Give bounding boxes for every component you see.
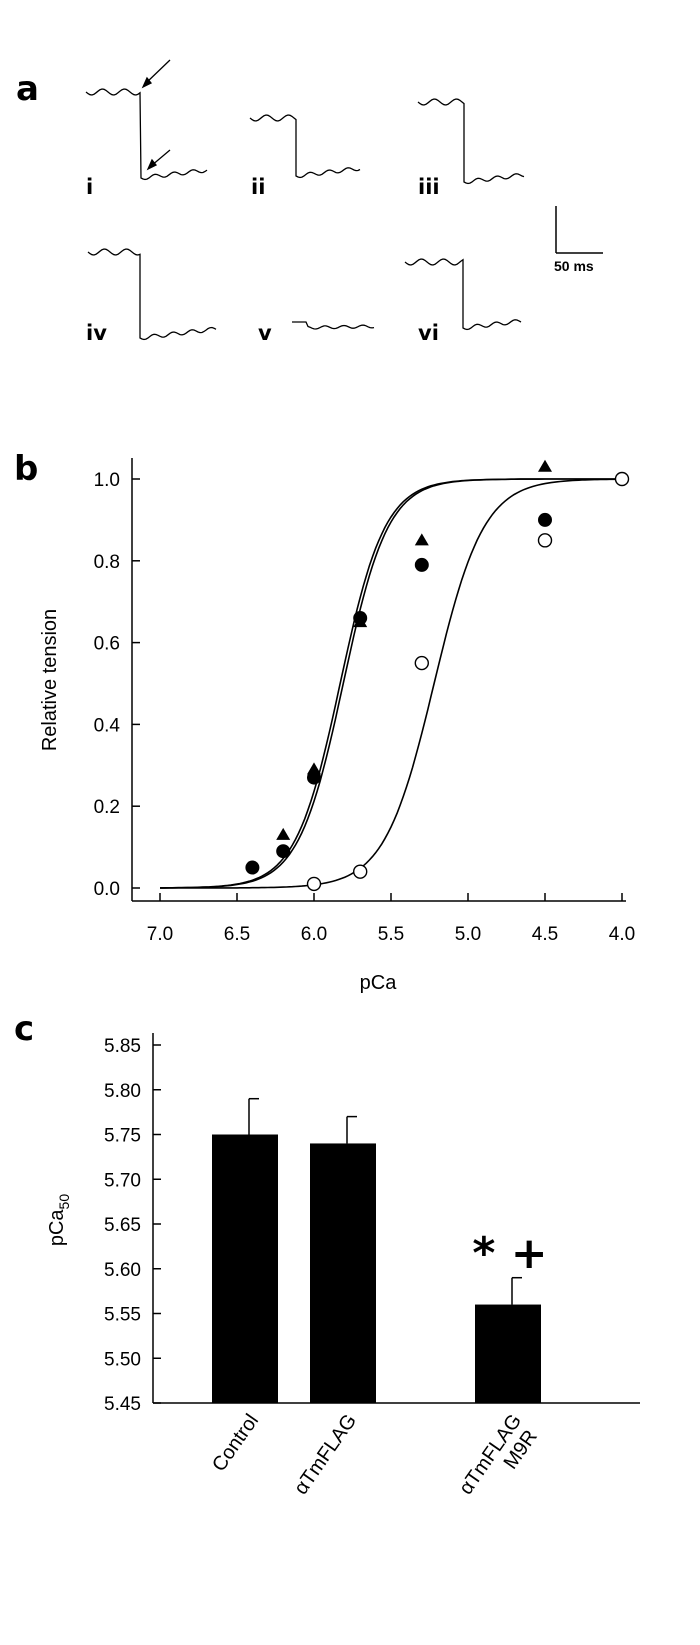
x-tick-label: 4.0 [609, 924, 635, 945]
force-trace [292, 321, 375, 330]
plot-c-bars [212, 1097, 541, 1403]
trace-label-i: i [86, 175, 93, 199]
point-open-circle [414, 655, 429, 671]
force-trace [85, 88, 208, 181]
plot-b-points [245, 459, 630, 892]
trace-label-v: v [258, 321, 272, 345]
plot-c-category-labels: Control αTmFLAG αTmFLAGM9R [208, 1410, 544, 1511]
plot-c-ticks: 5.45 5.50 5.55 5.60 5.65 5.70 5.75 5.80 5.85 [104, 1036, 161, 1415]
y-tick-label: 5.55 [104, 1305, 141, 1326]
force-trace [249, 114, 361, 179]
y-tick-label: 0.4 [94, 715, 121, 736]
y-tick-label: 5.70 [104, 1170, 141, 1191]
force-trace [87, 248, 217, 341]
plot-b-ticks: 0.0 0.2 0.4 0.6 0.8 1.0 7.0 6.5 6.0 5.5 5.0 4.5 4.0 [94, 470, 636, 945]
y-tick-label: 1.0 [94, 470, 120, 491]
plot-c-y-label-main: pCa [46, 1209, 68, 1247]
arrow-bottom-head [146, 158, 158, 171]
plot-c-y-label: pCa50 [46, 1194, 72, 1246]
y-tick-label: 0.8 [94, 552, 120, 573]
plot-b-x-label: pCa [360, 972, 398, 994]
point-filled-circle [414, 557, 429, 572]
category-label: αTmFLAG [290, 1410, 361, 1499]
point-open-circle [306, 876, 322, 892]
fit-curve [160, 478, 622, 889]
y-tick-label: 0.0 [94, 879, 120, 900]
trace-label-iii: iii [418, 175, 440, 199]
panel-b-letter: b [14, 449, 38, 489]
force-trace [417, 98, 525, 185]
point-filled-triangle [414, 533, 429, 546]
plot-c-y-label-subscript: 50 [56, 1194, 72, 1210]
scale-bar-label: 50 ms [554, 258, 594, 274]
y-tick-label: 5.45 [104, 1394, 141, 1415]
point-filled-triangle [353, 615, 368, 628]
bar [310, 1143, 376, 1403]
force-trace [404, 258, 522, 331]
y-tick-label: 0.2 [94, 797, 120, 818]
bar [475, 1304, 541, 1403]
x-tick-label: 5.5 [378, 924, 404, 945]
x-tick-label: 6.5 [224, 924, 250, 945]
y-tick-label: 5.85 [104, 1036, 141, 1057]
y-tick-label: 5.60 [104, 1260, 141, 1281]
category-label: αTmFLAGM9R [455, 1410, 544, 1511]
fit-curve [160, 478, 622, 889]
point-filled-circle [276, 844, 291, 859]
point-open-circle [614, 471, 630, 487]
point-filled-triangle [538, 459, 552, 472]
trace-label-vi: vi [418, 321, 439, 345]
arrow-top-head [141, 76, 153, 89]
point-open-circle [537, 533, 553, 548]
point-open-circle [353, 864, 368, 879]
y-tick-label: 5.65 [104, 1215, 141, 1236]
panel-c-letter: c [14, 1009, 34, 1049]
x-tick-label: 6.0 [301, 924, 327, 945]
plot-b-fit-curves [160, 478, 622, 889]
y-tick-label: 0.6 [94, 634, 120, 655]
scale-bar [555, 206, 603, 254]
y-tick-label: 5.50 [104, 1349, 141, 1370]
y-tick-label: 5.75 [104, 1126, 141, 1147]
trace-arrows [141, 59, 171, 171]
x-tick-label: 7.0 [147, 924, 173, 945]
force-traces [85, 88, 525, 341]
x-tick-label: 4.5 [532, 924, 558, 945]
x-tick-label: 5.0 [455, 924, 481, 945]
plot-b-y-label: Relative tension [39, 609, 61, 751]
point-filled-triangle [276, 827, 291, 840]
significance-annotation: * + [472, 1228, 547, 1279]
panel-a-letter: a [16, 69, 39, 109]
point-filled-triangle [307, 762, 321, 775]
y-tick-label: 5.80 [104, 1081, 141, 1102]
point-filled-circle [538, 512, 552, 527]
trace-label-ii: ii [251, 175, 265, 199]
trace-label-iv: iv [86, 321, 107, 345]
plot-b-axes [131, 458, 626, 902]
category-label: Control [208, 1410, 263, 1475]
bar [212, 1134, 278, 1403]
point-filled-circle [245, 860, 260, 875]
